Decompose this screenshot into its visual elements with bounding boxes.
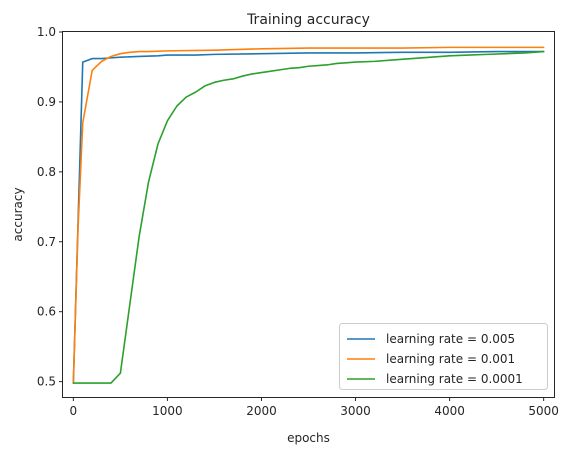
legend-label-2: learning rate = 0.001 <box>386 352 515 366</box>
x-tick-label: 4000 <box>434 404 465 418</box>
x-tick-label: 3000 <box>340 404 371 418</box>
legend-label-1: learning rate = 0.005 <box>386 332 515 346</box>
y-tick-label: 0.5 <box>37 375 56 389</box>
y-tick-label: 0.9 <box>37 95 56 109</box>
chart-title: Training accuracy <box>246 12 370 28</box>
x-tick-label: 2000 <box>246 404 277 418</box>
series-layer <box>72 46 545 384</box>
plot-area <box>62 31 555 398</box>
y-axis-ticks: 0.5 0.6 0.7 0.8 0.9 1.0 <box>37 25 63 389</box>
y-tick-label: 0.7 <box>37 235 56 249</box>
y-tick-label: 0.8 <box>37 165 56 179</box>
x-tick-label: 0 <box>70 404 78 418</box>
x-tick-label: 5000 <box>528 404 559 418</box>
x-axis-label: epochs <box>287 431 330 445</box>
series-line-2 <box>72 46 545 384</box>
y-tick-label: 1.0 <box>37 25 56 39</box>
series-line-3 <box>72 50 545 384</box>
legend: learning rate = 0.005 learning rate = 0.0… <box>339 323 548 390</box>
x-axis-ticks: 0 1000 2000 3000 4000 5000 <box>70 397 559 418</box>
legend-items: learning rate = 0.005 learning rate = 0.0… <box>347 332 523 386</box>
y-axis-label: accuracy <box>11 187 25 241</box>
plot-frame <box>62 31 555 398</box>
legend-box <box>339 323 548 390</box>
x-tick-label: 1000 <box>152 404 183 418</box>
y-tick-label: 0.6 <box>37 305 56 319</box>
series-line-1 <box>72 50 545 384</box>
legend-label-3: learning rate = 0.0001 <box>386 372 523 386</box>
